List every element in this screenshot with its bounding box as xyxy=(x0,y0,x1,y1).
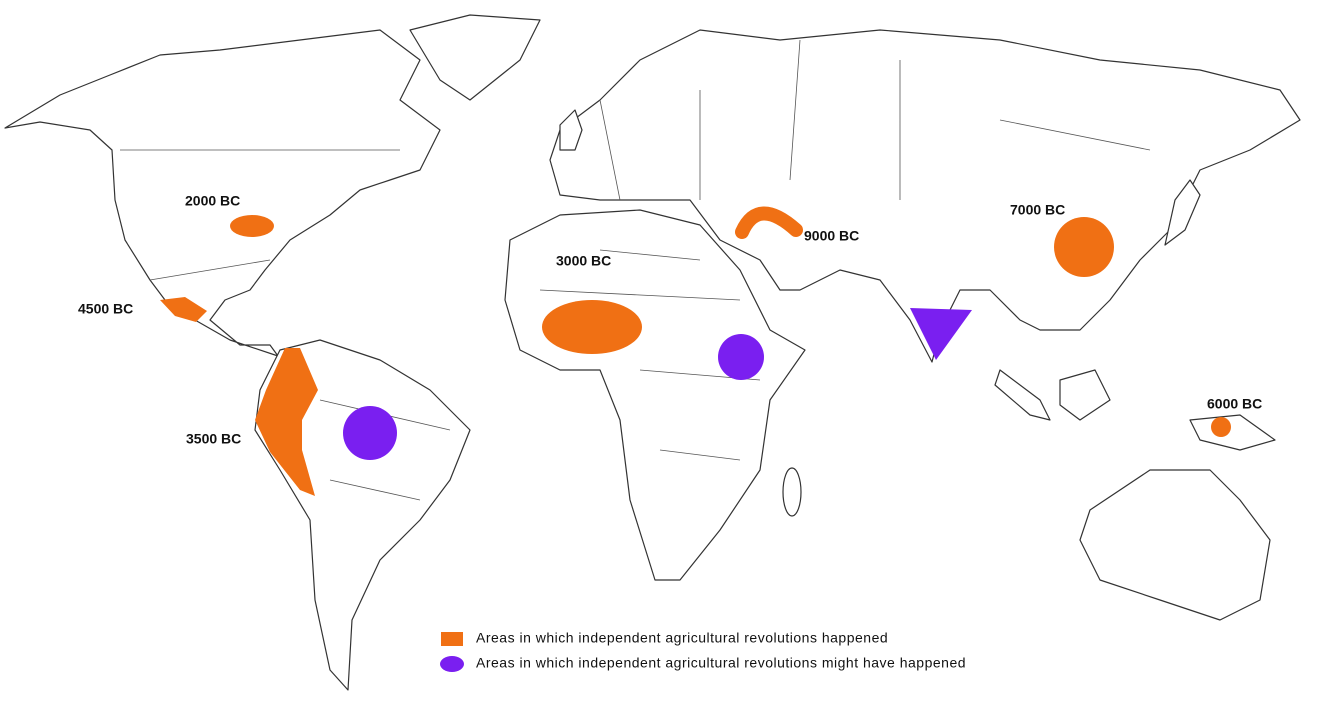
japan xyxy=(1164,179,1201,246)
region-sahel xyxy=(542,300,642,354)
region-labels: 2000 BC 4500 BC 3500 BC 3000 BC 9000 BC … xyxy=(78,193,1262,447)
legend-swatch xyxy=(441,632,463,646)
new-guinea xyxy=(1189,414,1276,451)
south-america xyxy=(254,339,471,691)
greenland xyxy=(409,14,541,101)
borneo xyxy=(1059,369,1111,421)
region-mesoamerica xyxy=(160,297,207,322)
legend: Areas in which independent agricultural … xyxy=(440,630,966,672)
legend-swatch xyxy=(440,656,464,672)
region-india xyxy=(910,308,972,360)
label: 2000 BC xyxy=(185,193,240,209)
north-america xyxy=(4,29,441,357)
landmasses xyxy=(4,14,1301,691)
label: 3500 BC xyxy=(186,431,241,447)
eurasia xyxy=(549,29,1301,363)
label: 9000 BC xyxy=(804,228,859,244)
region-ethiopia xyxy=(718,334,764,380)
africa xyxy=(504,209,806,581)
region-amazon xyxy=(343,406,397,460)
regions xyxy=(160,206,1231,496)
legend-text: Areas in which independent agricultural … xyxy=(476,630,888,646)
label: 3000 BC xyxy=(556,253,611,269)
label: 4500 BC xyxy=(78,301,133,317)
legend-text: Areas in which independent agricultural … xyxy=(476,655,966,671)
region-china xyxy=(1054,217,1114,277)
australia xyxy=(1079,469,1271,621)
label: 6000 BC xyxy=(1207,396,1262,412)
uk xyxy=(559,109,583,151)
region-north-america xyxy=(230,215,274,237)
region-new-guinea xyxy=(1211,417,1231,437)
region-andes xyxy=(255,348,318,496)
label: 7000 BC xyxy=(1010,202,1065,218)
madagascar xyxy=(782,467,802,517)
sumatra xyxy=(994,369,1051,421)
region-fertile-crescent xyxy=(735,206,803,239)
